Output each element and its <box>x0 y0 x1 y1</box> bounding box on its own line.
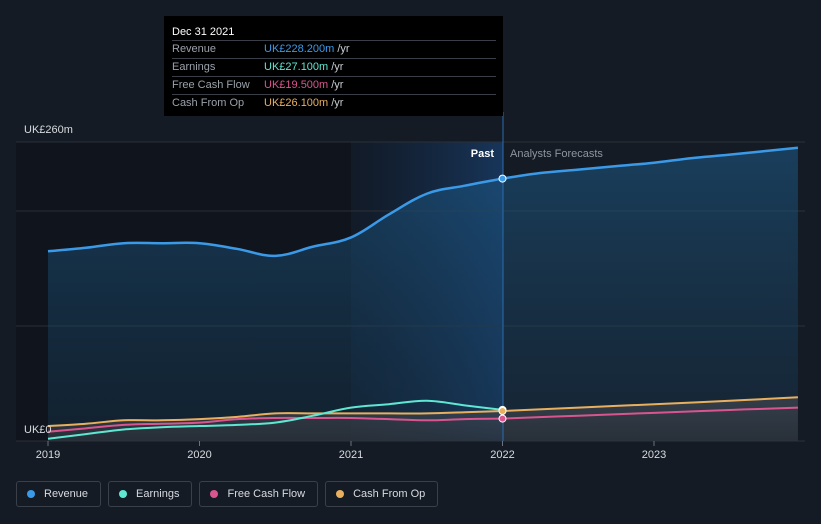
tooltip-unit: /yr <box>337 43 350 55</box>
cash-from-op-area <box>48 397 798 441</box>
tooltip-row-revenue: Revenue UK£228.200m /yr <box>172 40 496 58</box>
x-tick-label: 2019 <box>36 449 60 461</box>
legend: Revenue Earnings Free Cash Flow Cash Fro… <box>16 481 439 507</box>
revenue-forecast-line <box>502 146 799 180</box>
y-label-bottom: UK£0 <box>24 424 52 436</box>
series-lines <box>47 146 799 440</box>
tooltip: Dec 31 2021 Revenue UK£228.200m /yr Earn… <box>164 16 503 116</box>
cash-from-op-marker <box>498 406 507 415</box>
tooltip-row-free-cash-flow: Free Cash Flow UK£19.500m /yr <box>172 76 496 94</box>
cash-from-op-forecast-line <box>502 396 798 412</box>
free-cash-flow-marker <box>498 414 507 423</box>
tooltip-value: UK£27.100m <box>264 61 329 73</box>
x-tick-label: 2023 <box>642 449 666 461</box>
tooltip-unit: /yr <box>331 61 344 73</box>
legend-item-earnings[interactable]: Earnings <box>108 481 193 507</box>
legend-dot-icon <box>210 490 219 498</box>
y-label-top: UK£260m <box>24 124 73 136</box>
forecast-label: Analysts Forecasts <box>510 148 603 160</box>
tooltip-label: Revenue <box>172 43 217 55</box>
legend-item-free-cash-flow[interactable]: Free Cash Flow <box>199 481 319 507</box>
tooltip-row-earnings: Earnings UK£27.100m /yr <box>172 58 496 76</box>
tooltip-value: UK£228.200m <box>264 43 335 55</box>
past-label: Past <box>471 148 495 160</box>
x-tick-label: 2022 <box>490 449 514 461</box>
tooltip-value: UK£19.500m <box>264 79 329 91</box>
legend-label: Earnings <box>136 488 180 500</box>
legend-label: Revenue <box>44 488 89 500</box>
tooltip-label: Free Cash Flow <box>172 79 250 91</box>
legend-dot-icon <box>336 490 345 498</box>
series-areas <box>48 147 798 441</box>
tooltip-unit: /yr <box>331 97 344 109</box>
free-cash-flow-forecast-line <box>502 406 798 420</box>
legend-dot-icon <box>119 490 128 498</box>
legend-label: Cash From Op <box>353 488 426 500</box>
free-cash-flow-line <box>47 416 503 433</box>
revenue-marker <box>498 174 507 183</box>
x-axis: 2019 2020 2021 2022 2023 <box>36 441 666 461</box>
earnings-line <box>47 399 503 440</box>
revenue-area <box>48 147 798 441</box>
tooltip-label: Cash From Op <box>172 97 245 109</box>
tooltip-date: Dec 31 2021 <box>172 26 235 38</box>
tooltip-value: UK£26.100m <box>264 97 329 109</box>
tooltip-label: Earnings <box>172 61 216 73</box>
revenue-line <box>47 177 503 258</box>
tooltip-row-cash-from-op: Cash From Op UK£26.100m /yr <box>172 94 496 112</box>
cash-from-op-line <box>47 409 503 428</box>
x-tick-label: 2021 <box>339 449 363 461</box>
legend-label: Free Cash Flow <box>227 488 306 500</box>
tooltip-unit: /yr <box>331 79 344 91</box>
legend-dot-icon <box>27 490 35 498</box>
legend-item-cash-from-op[interactable]: Cash From Op <box>325 481 439 507</box>
x-tick-label: 2020 <box>187 449 211 461</box>
hover-markers <box>498 174 507 423</box>
legend-item-revenue[interactable]: Revenue <box>16 481 102 507</box>
